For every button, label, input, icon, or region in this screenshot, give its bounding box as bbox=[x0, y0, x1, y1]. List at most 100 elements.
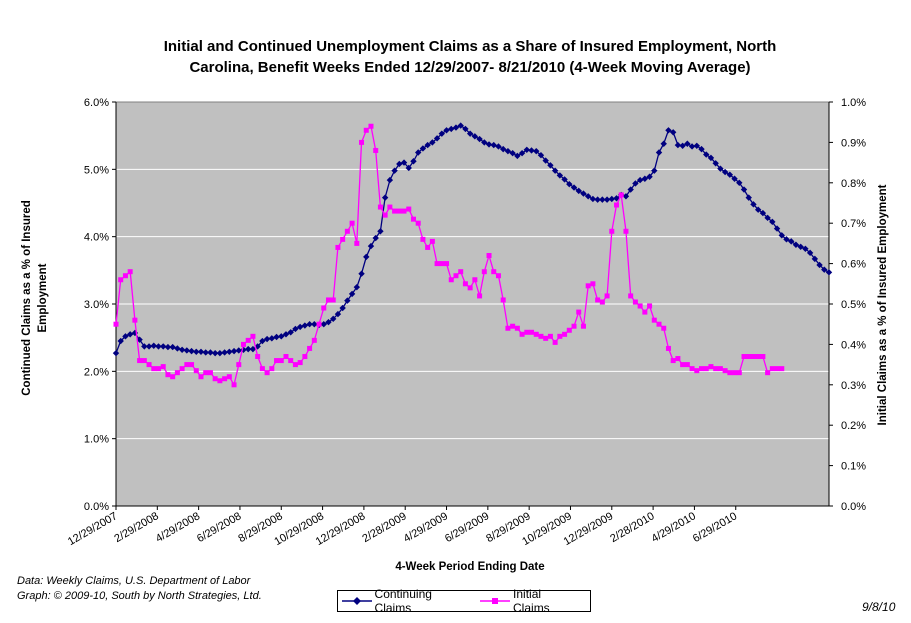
data-point bbox=[263, 335, 271, 343]
data-point bbox=[297, 360, 303, 366]
data-point bbox=[216, 349, 224, 357]
data-point bbox=[797, 243, 804, 250]
data-point bbox=[335, 244, 341, 250]
y-left-tick-label: 2.0% bbox=[84, 366, 109, 378]
data-point bbox=[230, 347, 238, 355]
data-point bbox=[354, 240, 360, 246]
data-point bbox=[825, 269, 833, 276]
data-point bbox=[259, 337, 266, 345]
data-point bbox=[712, 160, 719, 167]
data-point bbox=[514, 152, 521, 160]
data-point bbox=[278, 358, 284, 364]
data-point bbox=[316, 321, 322, 327]
data-point bbox=[334, 310, 342, 318]
data-point bbox=[320, 321, 327, 328]
data-point bbox=[255, 354, 261, 360]
data-point bbox=[406, 206, 412, 212]
y-right-axis: 0.0% 0.1% 0.2% 0.3% 0.4% 0.5% 0.6% 0.7% 0.8% 0.9%… bbox=[828, 97, 866, 513]
data-point bbox=[372, 234, 379, 242]
data-point bbox=[264, 370, 270, 376]
data-point bbox=[448, 125, 455, 133]
data-point bbox=[467, 285, 473, 291]
data-point bbox=[713, 366, 719, 372]
data-point bbox=[566, 180, 573, 188]
data-point bbox=[245, 345, 252, 353]
data-point bbox=[727, 370, 733, 376]
data-point bbox=[150, 342, 157, 349]
data-point bbox=[754, 206, 762, 213]
data-point bbox=[816, 261, 823, 269]
data-point bbox=[311, 337, 317, 343]
y-left-tick-label: 5.0% bbox=[84, 164, 109, 176]
data-point bbox=[452, 124, 460, 131]
data-point bbox=[708, 364, 714, 370]
data-point bbox=[282, 331, 290, 338]
data-point bbox=[448, 277, 454, 283]
y-left-tick-label: 0.0% bbox=[84, 501, 109, 513]
data-point bbox=[292, 325, 299, 333]
x-tick-label: 4/29/2010 bbox=[650, 510, 698, 545]
data-point bbox=[746, 354, 752, 360]
x-tick-label: 4/29/2008 bbox=[154, 510, 202, 545]
data-point bbox=[518, 149, 526, 157]
data-point bbox=[765, 370, 771, 376]
y-right-tick-label: 0.6% bbox=[841, 259, 866, 271]
data-point bbox=[731, 175, 738, 182]
data-point bbox=[594, 196, 601, 203]
data-point bbox=[396, 160, 403, 168]
data-point bbox=[311, 321, 318, 328]
legend-item-continuing: Continuing Claims bbox=[342, 587, 470, 615]
y-right-tick-label: 0.3% bbox=[841, 380, 866, 392]
data-point bbox=[504, 147, 512, 155]
data-point bbox=[759, 209, 767, 217]
data-point bbox=[363, 253, 370, 261]
data-point bbox=[202, 349, 209, 356]
data-point bbox=[278, 333, 285, 340]
data-point bbox=[580, 190, 587, 197]
data-point bbox=[415, 220, 421, 226]
data-point bbox=[363, 127, 369, 133]
data-point bbox=[576, 309, 582, 315]
y-right-title: Initial Claims as a % of Insured Employm… bbox=[877, 184, 889, 425]
data-point bbox=[132, 317, 138, 323]
legend-label-initial: Initial Claims bbox=[513, 587, 550, 615]
data-point bbox=[542, 157, 549, 164]
data-point bbox=[405, 164, 412, 172]
y-right-tick-label: 0.4% bbox=[841, 339, 866, 351]
data-point bbox=[259, 366, 265, 372]
data-point bbox=[392, 208, 398, 214]
data-point bbox=[268, 335, 276, 342]
data-point bbox=[486, 253, 492, 259]
data-point bbox=[189, 362, 195, 368]
data-point bbox=[126, 331, 134, 338]
data-point bbox=[401, 208, 407, 214]
data-point bbox=[367, 242, 375, 250]
data-point bbox=[533, 331, 539, 337]
data-point bbox=[524, 329, 530, 335]
data-point bbox=[575, 187, 582, 195]
y-right-tick-label: 0.2% bbox=[841, 420, 866, 432]
y-left-axis: 0.0% 1.0% 2.0% 3.0% 4.0% 5.0% 6.0% bbox=[84, 97, 117, 513]
data-point bbox=[212, 376, 218, 382]
y-left-tick-label: 6.0% bbox=[84, 97, 109, 109]
data-point bbox=[665, 127, 672, 134]
data-point bbox=[510, 323, 516, 329]
data-point bbox=[688, 143, 696, 150]
data-point bbox=[466, 130, 474, 137]
data-point bbox=[717, 366, 723, 372]
data-point bbox=[250, 333, 256, 339]
data-point bbox=[622, 193, 630, 200]
data-point bbox=[491, 269, 497, 275]
data-point bbox=[698, 145, 705, 153]
data-point bbox=[760, 354, 766, 360]
data-point bbox=[509, 149, 516, 157]
legend-label-continuing: Continuing Claims bbox=[374, 587, 432, 615]
data-point bbox=[585, 283, 591, 289]
data-point bbox=[112, 349, 120, 357]
data-point bbox=[552, 339, 558, 345]
data-point bbox=[792, 241, 800, 248]
data-point bbox=[141, 358, 147, 364]
data-point bbox=[330, 297, 336, 303]
series-continuing-claims bbox=[112, 122, 833, 357]
